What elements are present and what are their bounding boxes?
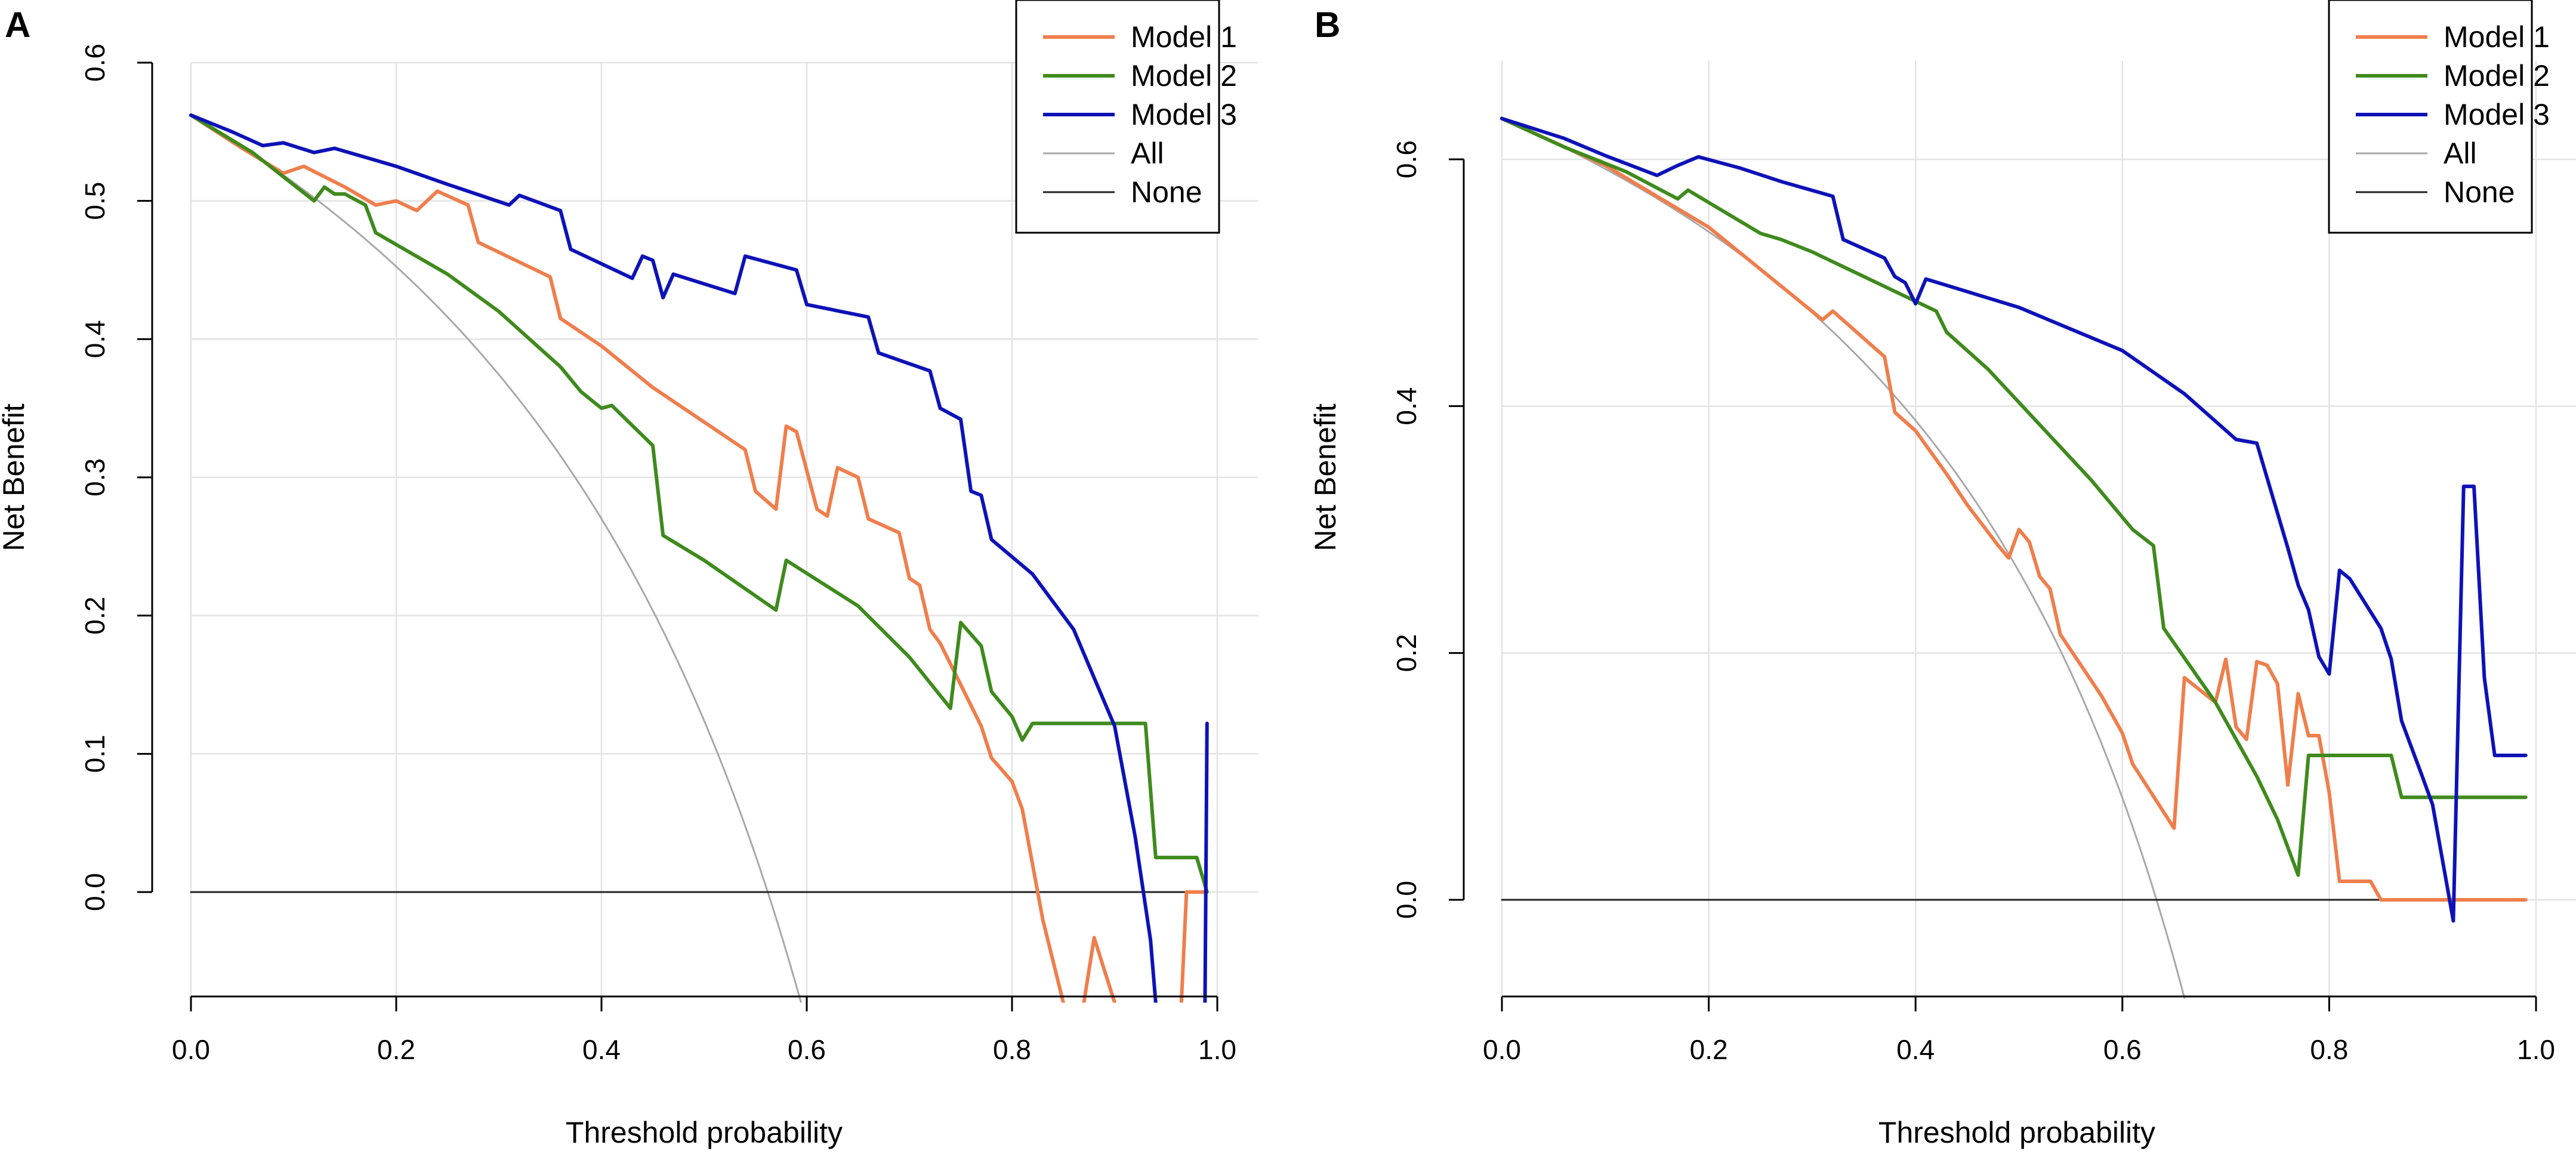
panel-b-legend-label-all: All <box>2444 137 2477 170</box>
panel-a-line-model-3-end <box>1203 721 1209 1003</box>
panel-a-lines <box>189 113 1209 1003</box>
panel-b-x-tick-label-0-8: 0.8 <box>2310 1034 2348 1065</box>
panel-a-x-axis-label: Threshold probability <box>566 1116 843 1149</box>
panel-a-x-tick-label-1-0: 1.0 <box>1198 1034 1236 1065</box>
panel-a-y-tick-label-0-4: 0.4 <box>79 320 110 358</box>
panel-a-line-model-1 <box>189 113 1065 1003</box>
panel-b-x-tick-label-0-0: 0.0 <box>1483 1034 1521 1065</box>
panel-a-y-axis: 0.0 0.1 0.2 0.3 0.4 0.5 0.6 <box>79 44 153 911</box>
panel-b-legend-label-model-2: Model 2 <box>2444 59 2550 92</box>
panel-a-legend-label-model-3: Model 3 <box>1131 98 1237 131</box>
panel-b-letter: B <box>1315 5 1340 45</box>
panel-a-y-tick-label-0-2: 0.2 <box>79 597 110 635</box>
panel-a-x-tick-label-0-6: 0.6 <box>788 1034 826 1065</box>
panel-b-x-tick-label-1-0: 1.0 <box>2517 1034 2555 1065</box>
panel-a-x-tick-label-0-4: 0.4 <box>582 1034 621 1065</box>
panel-a-legend-label-model-2: Model 2 <box>1131 59 1237 92</box>
panel-a-x-tick-label-0-0: 0.0 <box>172 1034 210 1065</box>
panel-a-line-model-1-end <box>1179 890 1209 1003</box>
panel-a-line-model-3 <box>189 113 1158 1003</box>
panel-a-x-axis: 0.0 0.2 0.4 0.6 0.8 1.0 <box>172 995 1236 1065</box>
panel-a-y-tick-label-0-3: 0.3 <box>79 458 110 496</box>
panel-b-x-tick-label-0-6: 0.6 <box>2103 1034 2142 1065</box>
panel-a: A 0.0 0.2 0.4 0.6 0.8 1.0 0.00.10.20.30.40.50… <box>0 0 1258 1149</box>
panel-a-line-model-1-tail <box>1082 936 1116 1003</box>
panel-b-line-model-3 <box>1500 116 2528 923</box>
panel-b-x-axis: 0.0 0.2 0.4 0.6 0.8 1.0 <box>1483 995 2555 1065</box>
panel-a-x-tick-label-0-8: 0.8 <box>993 1034 1031 1065</box>
panel-b-y-tick-label-0-0: 0.0 <box>1391 881 1422 919</box>
panel-a-y-tick-label-0-1: 0.1 <box>79 735 110 773</box>
panel-b-y-tick-label-0-4: 0.4 <box>1391 387 1422 425</box>
panel-a-legend-label-none: None <box>1131 175 1202 209</box>
panel-b-x-axis-label: Threshold probability <box>1878 1116 2155 1149</box>
panel-b-x-tick-label-0-2: 0.2 <box>1690 1034 1728 1065</box>
panel-b-legend-label-none: None <box>2444 175 2515 209</box>
panel-b-line-model-1 <box>1500 116 2528 902</box>
panel-b-legend-label-model-1: Model 1 <box>2444 20 2550 54</box>
panel-a-legend-label-all: All <box>1131 137 1164 170</box>
panel-b-x-tick-label-0-4: 0.4 <box>1896 1034 1935 1065</box>
panel-b-line-all <box>1501 118 2186 999</box>
panel-b: B 0.0 0.2 0.4 0.6 0.8 1.0 0.0 0.2 0.4 0.6 Thresh… <box>1309 0 2576 1149</box>
panel-a-letter: A <box>5 5 30 45</box>
panel-a-legend-label-model-1: Model 1 <box>1131 20 1237 54</box>
panel-a-line-model-2 <box>189 113 1209 894</box>
panel-b-y-tick-label-0-6: 0.6 <box>1391 140 1422 178</box>
panel-b-lines <box>1500 116 2528 999</box>
panel-b-y-axis-label: Net Benefit <box>1309 403 1342 551</box>
panel-a-y-tick-label-0-6: 0.6 <box>79 44 110 82</box>
panel-a-line-all <box>190 114 803 1003</box>
panel-a-y-tick-label-0-0: 0.0 <box>79 873 110 911</box>
panel-b-legend: Model 1 Model 2 Model 3 All None <box>2328 0 2550 234</box>
panel-a-legend: Model 1 Model 2 Model 3 All None <box>1015 0 1237 234</box>
panel-b-legend-label-model-3: Model 3 <box>2444 98 2550 131</box>
panel-a-gridlines <box>190 61 1258 1003</box>
panel-a-y-axis-label: Net Benefit <box>0 403 30 551</box>
panel-b-line-model-2 <box>1500 116 2528 877</box>
panel-b-y-axis: 0.0 0.2 0.4 0.6 <box>1391 140 1465 919</box>
panel-a-x-tick-label-0-2: 0.2 <box>377 1034 415 1065</box>
panel-a-y-tick-label-0-5: 0.5 <box>79 182 110 220</box>
panel-b-y-tick-label-0-2: 0.2 <box>1391 634 1422 672</box>
